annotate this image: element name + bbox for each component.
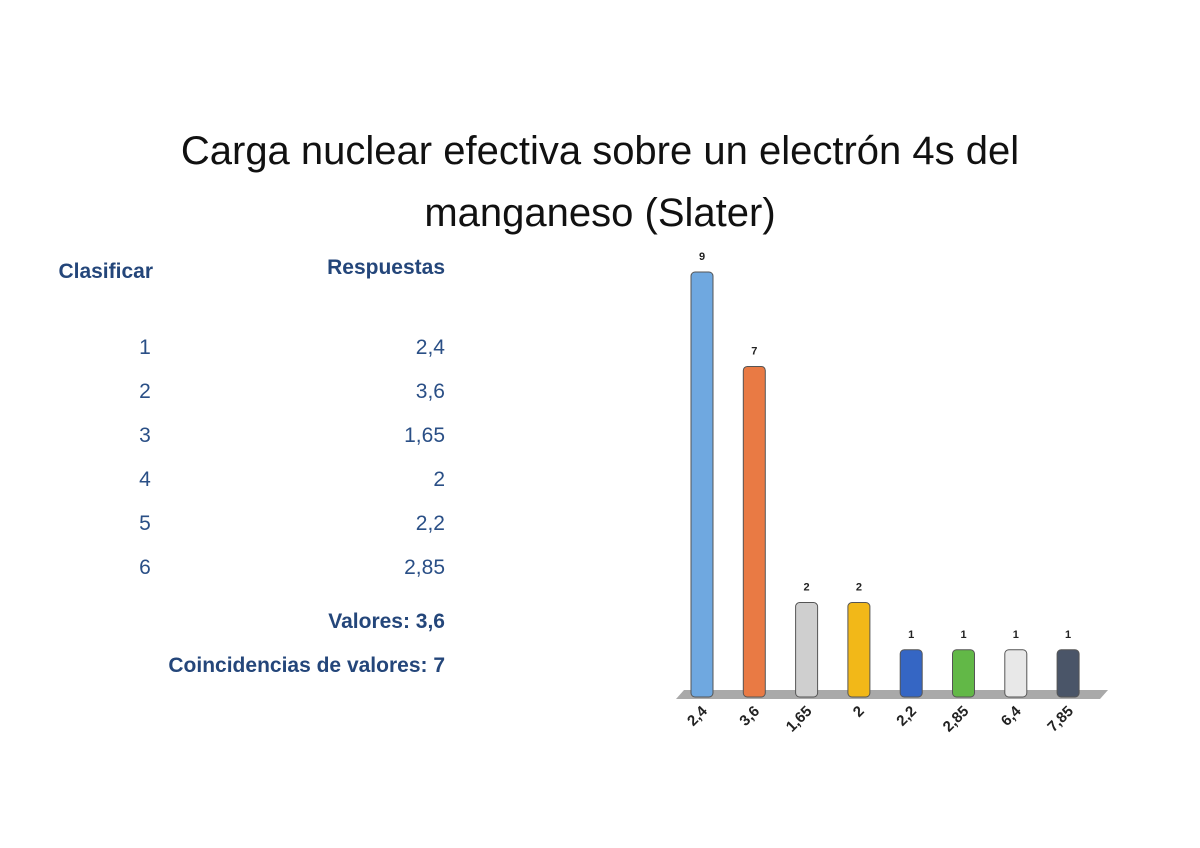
table-cell: 3,6 (415, 380, 445, 403)
hdr: Respuestas (327, 256, 445, 279)
x-tick-label: 2,85 (940, 703, 973, 736)
table-cell: 2,85 (404, 556, 445, 579)
x-tick-label: 2,2 (893, 703, 920, 730)
table-cell: 2,4 (415, 336, 445, 359)
table-cell: 2 (433, 468, 445, 491)
table-cell: 2 (139, 380, 151, 403)
sum: Valores: 3,6 (328, 610, 445, 633)
x-tick-label: 6,4 (998, 702, 1025, 729)
value-label: 1 (908, 629, 914, 641)
slide-title: Carga nuclear efectiva sobre un electrón… (180, 129, 1020, 235)
table-cell: 4 (139, 468, 151, 491)
x-tick-label: 2,4 (684, 702, 711, 729)
value-label: 1 (1013, 629, 1019, 641)
value-label: 1 (1065, 629, 1071, 641)
bar (899, 649, 923, 698)
bar (1004, 649, 1028, 698)
value-label: 2 (804, 582, 810, 594)
bar (952, 649, 975, 698)
bar (742, 365, 766, 698)
chart-floor (676, 690, 1108, 699)
x-tick-label: 1,65 (783, 703, 816, 736)
x-tick-label: 7,85 (1044, 703, 1077, 736)
x-tick-label: 2 (850, 703, 868, 721)
table-cell: 6 (139, 556, 151, 579)
table-cell: 1 (139, 336, 151, 359)
bar (847, 602, 871, 698)
value-label: 7 (751, 345, 757, 357)
value-label: 2 (856, 582, 862, 594)
table-cell: 2,2 (415, 512, 445, 535)
value-label: 9 (699, 251, 705, 263)
bar (690, 271, 714, 698)
hdr: Clasificar (58, 260, 153, 283)
bar (795, 602, 819, 698)
bar (1056, 649, 1080, 698)
sum: Coincidencias de valores: 7 (168, 654, 445, 677)
x-tick-label: 3,6 (736, 703, 763, 730)
table-cell: 5 (139, 512, 151, 535)
table-cell: 1,65 (404, 424, 445, 447)
value-label: 1 (960, 629, 966, 641)
table-cell: 3 (139, 424, 151, 447)
